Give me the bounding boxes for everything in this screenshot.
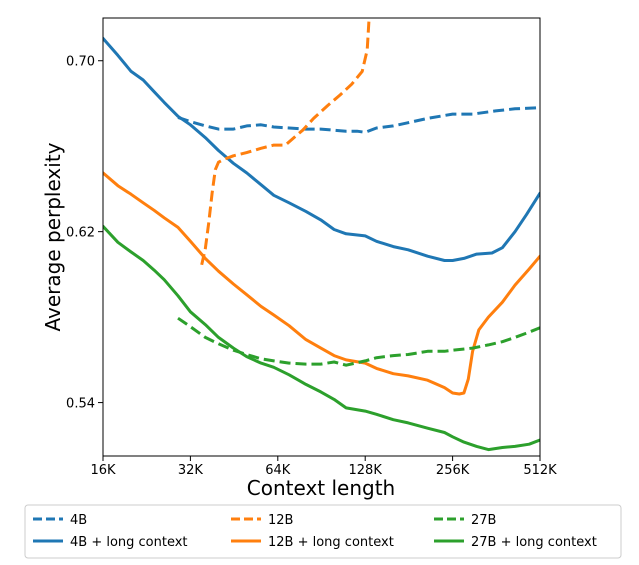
legend-label: 4B + long context <box>70 535 188 550</box>
y-axis-ticks: 0.54 0.62 0.70 <box>66 55 103 412</box>
x-tick-label: 32K <box>178 463 204 478</box>
y-tick-label: 0.70 <box>66 55 95 70</box>
legend-entries: 4B 12B 27B 4B + long context 12B + long cont… <box>33 513 597 550</box>
x-tick-label: 512K <box>523 463 557 478</box>
plot-frame <box>102 17 541 457</box>
legend-frame <box>24 504 622 559</box>
series-line-12b <box>200 18 371 266</box>
x-tick-label: 128K <box>349 463 383 478</box>
legend-label: 27B <box>471 513 496 528</box>
series-line-4b-long-context <box>103 36 540 262</box>
series-line-4b <box>177 106 540 134</box>
y-axis-label: Average perplexity <box>41 142 65 331</box>
legend-label: 27B + long context <box>471 535 597 550</box>
x-tick-label: 64K <box>265 463 291 478</box>
x-tick-label: 16K <box>90 463 116 478</box>
x-axis-label: Context length <box>247 476 395 500</box>
y-tick-label: 0.54 <box>66 397 95 412</box>
y-tick-label: 0.62 <box>66 226 95 241</box>
x-tick-label: 256K <box>436 463 470 478</box>
plot-area <box>103 18 540 456</box>
legend-label: 12B <box>268 513 293 528</box>
series-layer <box>103 18 540 452</box>
legend-label: 4B <box>70 513 87 528</box>
legend: 4B 12B 27B 4B + long context 12B + long cont… <box>24 504 622 559</box>
x-axis-ticks: 16K 32K 64K 128K 256K 512K <box>90 456 557 478</box>
series-line-27b-long-context <box>103 224 540 452</box>
legend-label: 12B + long context <box>268 535 394 550</box>
